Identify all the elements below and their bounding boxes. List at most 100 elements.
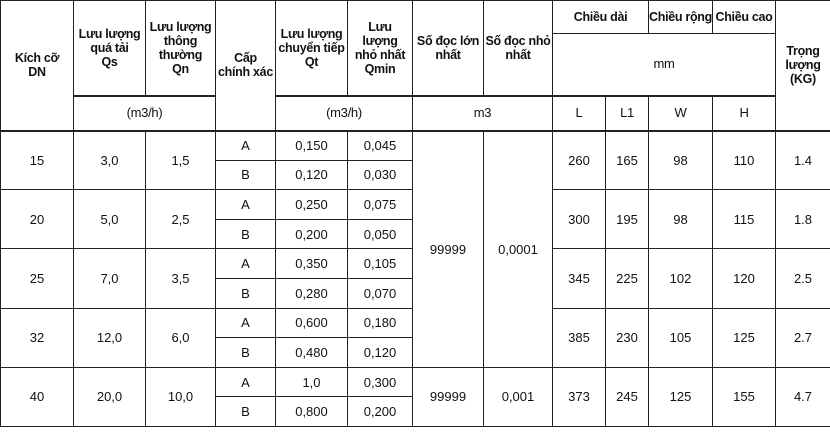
qt-cell: 0,150: [275, 130, 348, 161]
dimension-cell: 2.7: [775, 307, 830, 368]
qt-cell: 0,600: [275, 307, 348, 339]
dimension-cell: 155: [712, 366, 776, 427]
unit-cell: m3: [412, 95, 553, 131]
dimension-cell: 230: [605, 307, 649, 368]
qt-cell: 1,0: [275, 366, 348, 398]
table-row: B 0,120 0,030: [1, 159, 830, 191]
table-row: 40 20,0 10,0 A 1,0 0,300 99999 0,001 373 245 125 15…: [0, 366, 830, 427]
min-reading-cell: 0,001: [483, 366, 553, 427]
qn-cell: 10,0: [145, 366, 216, 427]
header-cell: Chiều dài: [552, 0, 649, 34]
qn-cell: 3,5: [145, 248, 216, 309]
grade-cell: A: [215, 189, 276, 220]
dimension-cell: 225: [605, 248, 649, 309]
dn-cell: 20: [0, 189, 74, 250]
unit-cell: (m3/h): [275, 95, 413, 131]
unit-cell: L: [552, 95, 606, 131]
qn-cell: 6,0: [145, 307, 216, 368]
table-row: Kích cỡ DN Lưu lượng quá tải Qs Lưu lượng …: [0, 0, 830, 131]
table-row: B 0,280 0,070: [1, 277, 830, 309]
qs-cell: 5,0: [73, 189, 146, 250]
qmin-cell: 0,120: [347, 337, 413, 368]
dn-cell: 40: [0, 366, 74, 427]
table-body: 15 3,0 1,5 A 0,150 0,045 99999 0,0001 260 165 98 11…: [0, 129, 830, 427]
dimension-cell: 110: [712, 129, 776, 191]
table-row: 15 3,0 1,5 A 0,150 0,045 99999 0,0001 260 165 98 11…: [0, 129, 830, 368]
dimension-cell: 125: [648, 366, 713, 427]
qt-cell: 0,480: [275, 337, 348, 368]
qn-cell: 1,5: [145, 129, 216, 191]
dimension-cell: 195: [605, 189, 649, 250]
qs-cell: 7,0: [73, 248, 146, 309]
qn-cell: 2,5: [145, 189, 216, 250]
header-cell: Chiều cao: [712, 0, 776, 34]
qt-cell: 0,120: [275, 159, 348, 191]
grade-cell: A: [215, 248, 276, 279]
unit-cell: W: [648, 95, 713, 131]
header-cell: Trọng lượng (KG): [775, 0, 830, 131]
dimension-cell: 102: [648, 248, 713, 309]
header-cell: Cấp chính xác: [215, 0, 276, 131]
dimension-cell: 105: [648, 307, 713, 368]
qmin-cell: 0,105: [347, 248, 413, 279]
qs-cell: 12,0: [73, 307, 146, 368]
header-cell: Lưu lượng chuyển tiếp Qt: [275, 0, 348, 96]
dimension-cell: 165: [605, 129, 649, 191]
header-cell: Số đọc nhỏ nhất: [483, 0, 553, 96]
qmin-cell: 0,180: [347, 307, 413, 339]
grade-cell: B: [215, 218, 276, 250]
qmin-cell: 0,050: [347, 218, 413, 250]
dimension-cell: 4.7: [775, 366, 830, 427]
dimension-cell: 2.5: [775, 248, 830, 309]
grade-cell: B: [215, 337, 276, 368]
unit-cell: L1: [605, 95, 649, 131]
unit-cell: (m3/h): [73, 95, 216, 131]
qmin-cell: 0,030: [347, 159, 413, 191]
min-reading-cell: 0,0001: [483, 130, 553, 368]
qmin-cell: 0,300: [347, 366, 413, 398]
header-cell: Lưu lượng quá tải Qs: [73, 0, 146, 96]
dimension-cell: 260: [552, 129, 606, 191]
qt-cell: 0,800: [275, 396, 348, 427]
dimension-cell: 98: [648, 129, 713, 191]
header-cell: Chiều rộng: [648, 0, 713, 34]
dimension-cell: 1.4: [775, 129, 830, 191]
dimension-cell: 1.8: [775, 189, 830, 250]
qmin-cell: 0,075: [347, 189, 413, 220]
header-cell: Lưu lượng nhỏ nhất Qmin: [347, 0, 413, 96]
qt-cell: 0,250: [275, 189, 348, 220]
qs-cell: 3,0: [73, 129, 146, 191]
grade-cell: B: [215, 396, 276, 427]
header-cell: Kích cỡ DN: [0, 0, 74, 131]
dimension-cell: 125: [712, 307, 776, 368]
unit-cell: mm: [552, 33, 776, 96]
table-row: B 0,800 0,200: [1, 396, 830, 427]
grade-cell: A: [215, 366, 276, 398]
table-row: (m3/h) (m3/h) m3 L L1 W H: [0, 95, 830, 131]
grade-cell: A: [215, 130, 276, 161]
qmin-cell: 0,200: [347, 396, 413, 427]
header-cell: Lưu lượng thông thường Qn: [145, 0, 216, 96]
dimension-cell: 120: [712, 248, 776, 309]
table-row: 20 5,0 2,5 A 0,250 0,075 300 195 98 115 1.8: [0, 189, 830, 250]
qs-cell: 20,0: [73, 366, 146, 427]
unit-cell: H: [712, 95, 776, 131]
dimension-cell: 385: [552, 307, 606, 368]
dimension-cell: 373: [552, 366, 606, 427]
dn-cell: 25: [0, 248, 74, 309]
table-row: B 0,200 0,050: [1, 218, 830, 250]
dn-cell: 15: [0, 129, 74, 191]
qmin-cell: 0,070: [347, 277, 413, 309]
max-reading-cell: 99999: [412, 366, 484, 427]
dimension-cell: 98: [648, 189, 713, 250]
qt-cell: 0,280: [275, 277, 348, 309]
dn-cell: 32: [0, 307, 74, 368]
dimension-cell: 345: [552, 248, 606, 309]
qt-cell: 0,350: [275, 248, 348, 279]
max-reading-cell: 99999: [412, 130, 484, 368]
dimension-cell: 300: [552, 189, 606, 250]
table-header: Kích cỡ DN Lưu lượng quá tải Qs Lưu lượng …: [0, 0, 830, 131]
table-row: 32 12,0 6,0 A 0,600 0,180 385 230 105 125 2.7: [0, 307, 830, 368]
header-cell: Số đọc lớn nhất: [412, 0, 484, 96]
